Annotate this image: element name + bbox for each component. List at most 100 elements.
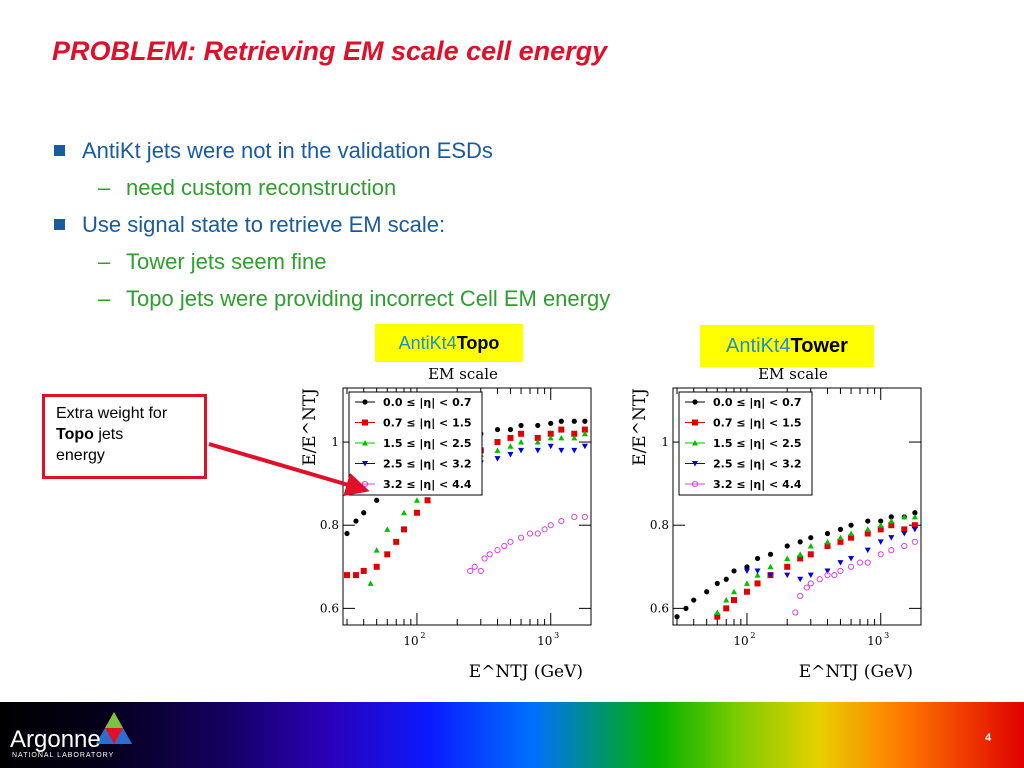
data-point — [494, 547, 501, 554]
data-point — [571, 447, 578, 454]
data-point — [792, 609, 799, 616]
data-series — [714, 513, 918, 616]
data-point — [797, 576, 804, 583]
data-point — [743, 588, 750, 595]
argonne-logo-text: Argonne — [10, 726, 101, 753]
data-point — [797, 551, 804, 557]
x-axis-label: E^NTJ (GeV) — [469, 662, 583, 682]
data-point — [807, 572, 814, 579]
data-point — [692, 419, 698, 426]
data-point — [581, 426, 588, 433]
data-point — [535, 422, 541, 429]
data-point — [362, 440, 368, 446]
data-point — [507, 443, 514, 449]
data-point — [692, 461, 698, 467]
legend-label: 2.5 ≤ |η| < 3.2 — [383, 458, 472, 471]
data-point — [558, 517, 565, 525]
callout-bold: Topo — [56, 426, 94, 443]
data-point — [754, 568, 761, 574]
data-point — [571, 513, 578, 520]
data-point — [808, 535, 814, 541]
data-point — [848, 534, 855, 541]
y-tick-label: 0.6 — [650, 601, 669, 615]
plot-frame — [672, 387, 922, 626]
legend-label: 1.5 ≤ |η| < 2.5 — [383, 437, 472, 450]
data-point — [723, 576, 729, 582]
data-point — [767, 572, 774, 579]
data-point — [352, 572, 359, 579]
tower-tag-name: Tower — [790, 335, 848, 357]
argonne-logo-subtext: NATIONAL LABORATORY — [12, 752, 115, 759]
data-point — [541, 526, 548, 533]
sub-bullet-item: – need custom reconstruction — [52, 175, 610, 212]
bullet-square-icon — [54, 219, 65, 230]
topo-tag-prefix: AntiKt4 — [398, 333, 457, 353]
data-point — [558, 434, 565, 441]
argonne-logo-icon — [96, 712, 132, 744]
chart-title: EM scale — [428, 365, 498, 383]
data-point — [362, 419, 368, 426]
x-tick-label: 10 — [537, 634, 552, 648]
data-series — [674, 510, 918, 620]
y-tick-label: 0.8 — [320, 518, 339, 532]
bullet-text: Use signal state to retrieve EM scale: — [82, 212, 446, 237]
topo-tag-name: Topo — [456, 333, 500, 353]
y-tick-label: 0.8 — [650, 518, 669, 532]
data-point — [837, 538, 844, 545]
data-point — [501, 542, 508, 550]
data-point — [704, 589, 710, 595]
data-point — [571, 418, 577, 424]
tower-tag-prefix: AntiKt4 — [726, 335, 791, 357]
data-point — [413, 497, 420, 503]
slide-title: PROBLEM: Retrieving EM scale cell energy — [52, 36, 608, 66]
data-point — [888, 514, 894, 520]
data-point — [837, 567, 844, 575]
data-point — [384, 526, 391, 532]
data-point — [413, 509, 420, 516]
data-point — [824, 530, 831, 537]
data-point — [803, 584, 810, 591]
data-point — [877, 522, 884, 528]
data-point — [373, 563, 380, 570]
data-point — [534, 439, 541, 445]
data-point — [571, 434, 578, 441]
data-point — [362, 461, 368, 467]
x-tick-exponent: 2 — [750, 631, 755, 640]
data-point — [547, 430, 554, 437]
data-point — [424, 497, 431, 504]
data-point — [494, 447, 501, 453]
data-point — [912, 510, 918, 516]
legend-label: 3.2 ≤ |η| < 4.4 — [383, 478, 472, 491]
data-point — [534, 434, 541, 441]
legend-label: 0.0 ≤ |η| < 0.7 — [713, 396, 802, 409]
data-point — [911, 526, 918, 533]
data-point — [743, 568, 750, 574]
data-point — [797, 592, 804, 599]
data-point — [784, 572, 791, 579]
data-series — [792, 538, 918, 616]
data-point — [754, 555, 761, 562]
chart-title: EM scale — [758, 365, 828, 383]
callout-line-3: energy — [56, 447, 105, 464]
data-point — [864, 526, 871, 532]
data-point — [486, 551, 493, 558]
data-point — [877, 539, 884, 545]
data-point — [731, 568, 737, 574]
callout-line-1: Extra weight for — [56, 405, 168, 422]
data-point — [911, 538, 918, 545]
data-point — [837, 534, 844, 541]
data-point — [400, 526, 407, 533]
sub-bullet-text: Tower jets seem fine — [126, 249, 327, 274]
legend-label: 1.5 ≤ |η| < 2.5 — [713, 437, 802, 450]
data-point — [831, 572, 838, 579]
data-point — [888, 547, 895, 554]
plot-frame — [342, 387, 592, 626]
data-point — [374, 497, 380, 503]
data-point — [901, 513, 908, 520]
data-point — [692, 440, 698, 446]
data-point — [807, 551, 814, 558]
data-point — [548, 420, 554, 426]
data-point — [547, 443, 554, 450]
